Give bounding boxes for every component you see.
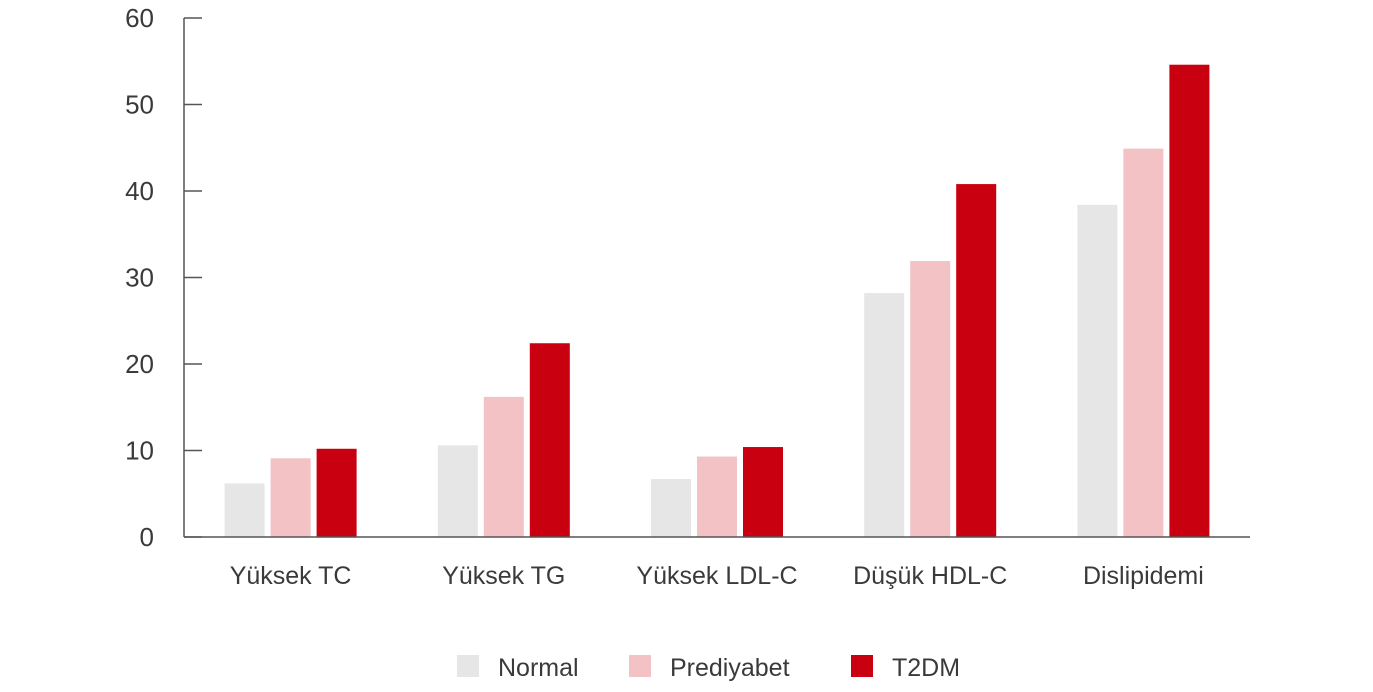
- bar-prediyabet-1: [483, 396, 524, 537]
- y-tick-label: 0: [140, 522, 154, 552]
- bar-prediyabet-2: [697, 456, 737, 537]
- bar-normal-1: [437, 445, 478, 537]
- y-tick-label: 50: [125, 90, 154, 120]
- bar-prediyabet-0: [270, 458, 311, 537]
- bar-t2dm-2: [743, 447, 783, 537]
- y-tick-label: 10: [125, 436, 154, 466]
- x-axis: Yüksek TC Yüksek TG Yüksek LDL-C Düşük HDL-…: [184, 536, 1250, 590]
- x-tick-label: Yüksek TG: [442, 562, 565, 590]
- bar-normal-2: [651, 479, 691, 537]
- x-tick-label: Yüksek LDL-C: [636, 562, 797, 590]
- x-tick-label: Düşük HDL-C: [853, 562, 1007, 590]
- legend-label-normal: Normal: [498, 654, 579, 682]
- bar-t2dm-3: [956, 184, 997, 537]
- legend-swatch-normal: [457, 655, 479, 677]
- bar-prediyabet-4: [1123, 148, 1164, 538]
- bars-group: [224, 64, 1210, 538]
- y-tick-label: 20: [125, 349, 154, 379]
- bar-normal-3: [864, 293, 905, 537]
- legend: Normal Prediyabet T2DM: [457, 654, 960, 682]
- bar-t2dm-1: [529, 343, 570, 537]
- bar-prediyabet-3: [910, 261, 951, 537]
- y-tick-label: 40: [125, 176, 154, 206]
- x-tick-label: Yüksek TC: [230, 562, 352, 590]
- legend-label-prediyabet: Prediyabet: [670, 654, 790, 682]
- bar-normal-4: [1077, 204, 1118, 537]
- legend-swatch-prediyabet: [629, 655, 651, 677]
- legend-label-t2dm: T2DM: [892, 654, 960, 682]
- bar-normal-0: [224, 483, 265, 537]
- x-tick-label: Dislipidemi: [1083, 562, 1204, 590]
- legend-swatch-t2dm: [851, 655, 873, 677]
- y-axis: 0 10 20 30 40 50 60: [125, 3, 202, 552]
- bar-t2dm-0: [316, 448, 357, 537]
- y-tick-label: 60: [125, 3, 154, 33]
- bar-t2dm-4: [1169, 64, 1210, 538]
- y-tick-label: 30: [125, 263, 154, 293]
